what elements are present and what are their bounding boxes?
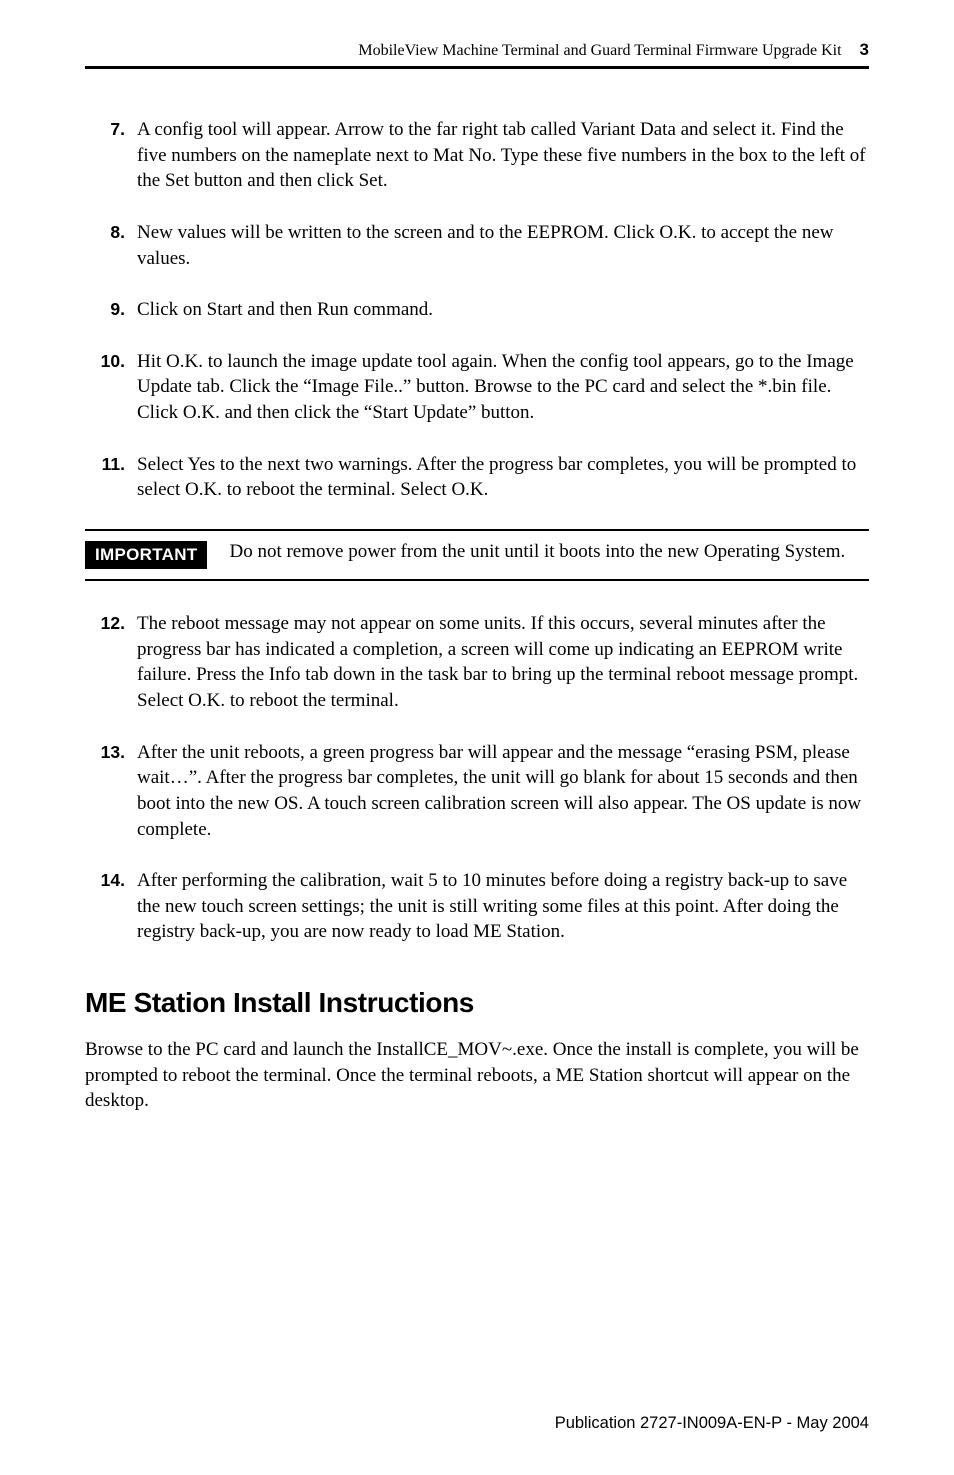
- step-text: A config tool will appear. Arrow to the …: [137, 117, 869, 194]
- step-item: 10. Hit O.K. to launch the image update …: [85, 349, 869, 426]
- header-title: MobileView Machine Terminal and Guard Te…: [358, 42, 841, 60]
- step-number: 12.: [85, 611, 137, 714]
- section-body: Browse to the PC card and launch the Ins…: [85, 1037, 869, 1114]
- page-header: MobileView Machine Terminal and Guard Te…: [85, 40, 869, 69]
- step-item: 14. After performing the calibration, wa…: [85, 868, 869, 945]
- step-text: After performing the calibration, wait 5…: [137, 868, 869, 945]
- step-item: 7. A config tool will appear. Arrow to t…: [85, 117, 869, 194]
- step-number: 7.: [85, 117, 137, 194]
- step-text: The reboot message may not appear on som…: [137, 611, 869, 714]
- step-item: 9. Click on Start and then Run command.: [85, 297, 869, 323]
- step-text: Click on Start and then Run command.: [137, 297, 869, 323]
- steps-list-b: 12. The reboot message may not appear on…: [85, 611, 869, 945]
- step-text: After the unit reboots, a green progress…: [137, 740, 869, 843]
- important-label: IMPORTANT: [85, 541, 207, 569]
- step-number: 10.: [85, 349, 137, 426]
- page-footer: Publication 2727-IN009A-EN-P - May 2004: [555, 1414, 869, 1433]
- step-number: 14.: [85, 868, 137, 945]
- page: MobileView Machine Terminal and Guard Te…: [0, 0, 954, 1475]
- step-item: 13. After the unit reboots, a green prog…: [85, 740, 869, 843]
- section-heading: ME Station Install Instructions: [85, 987, 869, 1019]
- steps-list-a: 7. A config tool will appear. Arrow to t…: [85, 117, 869, 503]
- step-number: 8.: [85, 220, 137, 271]
- header-page-number: 3: [860, 40, 869, 60]
- important-text: Do not remove power from the unit until …: [229, 539, 869, 565]
- step-number: 9.: [85, 297, 137, 323]
- important-callout: IMPORTANT Do not remove power from the u…: [85, 529, 869, 581]
- step-text: Select Yes to the next two warnings. Aft…: [137, 452, 869, 503]
- step-item: 11. Select Yes to the next two warnings.…: [85, 452, 869, 503]
- step-item: 8. New values will be written to the scr…: [85, 220, 869, 271]
- step-text: Hit O.K. to launch the image update tool…: [137, 349, 869, 426]
- step-number: 13.: [85, 740, 137, 843]
- step-text: New values will be written to the screen…: [137, 220, 869, 271]
- step-item: 12. The reboot message may not appear on…: [85, 611, 869, 714]
- step-number: 11.: [85, 452, 137, 503]
